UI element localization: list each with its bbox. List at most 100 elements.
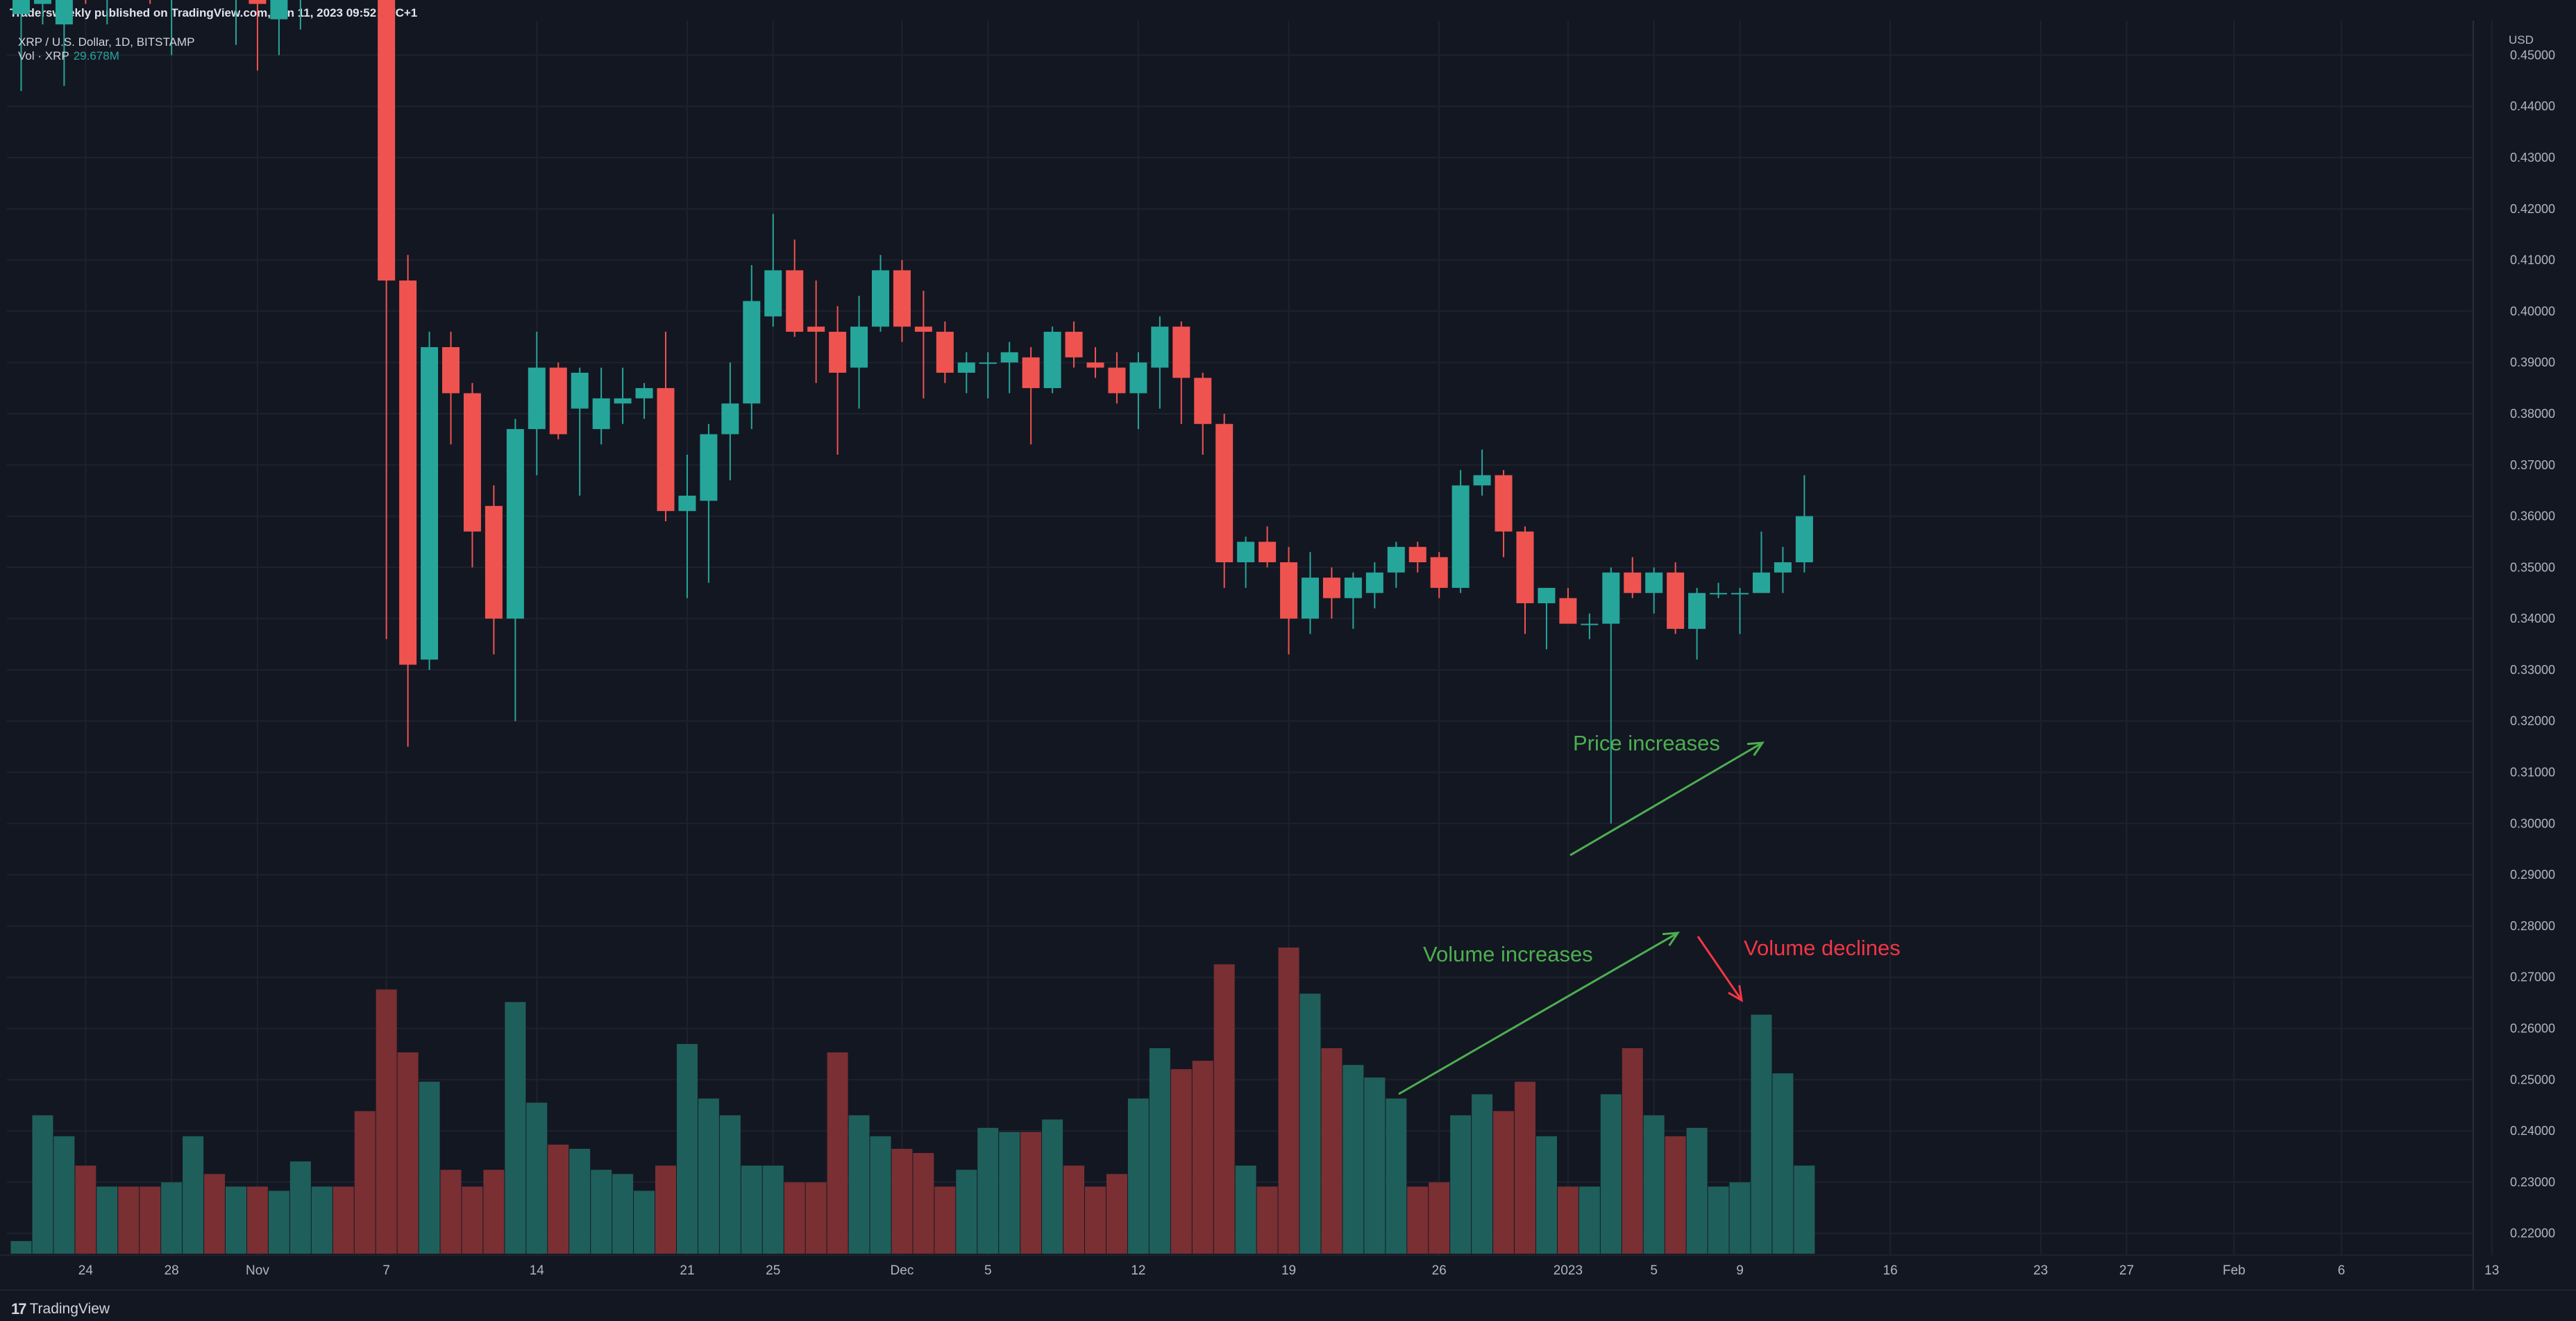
candle-body — [1258, 541, 1277, 562]
candle-body — [1667, 572, 1685, 629]
candlestick-chart[interactable]: 0.45000 0.44000 0.43000 0.42000 0.41000 0.400… — [0, 0, 2576, 1290]
volume-bar — [96, 1186, 118, 1254]
volume-bar — [32, 1115, 53, 1254]
price-tick-label: 0.45000 — [2510, 48, 2555, 62]
candle-body — [270, 0, 288, 19]
volume-bar — [827, 1052, 848, 1254]
price-tick-label: 0.41000 — [2510, 253, 2555, 267]
volume-bar — [53, 1136, 75, 1254]
price-tick-label: 0.44000 — [2510, 99, 2555, 113]
volume-bar — [1472, 1094, 1493, 1254]
candle-body — [1473, 475, 1491, 486]
candle-body — [614, 398, 632, 404]
arrow-volume-declines-head — [1728, 985, 1743, 1002]
candle-body — [1237, 541, 1255, 562]
time-tick-label: 6 — [2338, 1263, 2346, 1278]
volume-bar — [354, 1111, 376, 1254]
candle-body — [1559, 598, 1577, 624]
candle-body — [1516, 531, 1534, 604]
volume-bar — [999, 1131, 1020, 1254]
arrow-volume-increases-head — [1662, 932, 1680, 947]
price-tick-label: 0.32000 — [2510, 714, 2555, 728]
volume-bar — [1450, 1115, 1472, 1254]
candle-body — [829, 331, 847, 373]
time-tick-label: 5 — [1650, 1263, 1658, 1278]
time-tick-label: 2023 — [1554, 1263, 1583, 1278]
volume-bar — [118, 1186, 140, 1254]
volume-bar — [1751, 1014, 1772, 1254]
volume-bar — [376, 989, 397, 1254]
footer: 17 TradingView — [0, 1290, 2576, 1321]
volume-bar — [762, 1166, 784, 1254]
volume-bar — [676, 1043, 698, 1254]
arrow-price-increases — [1569, 741, 1763, 857]
candle-body — [979, 362, 997, 364]
price-tick-label: 0.30000 — [2510, 816, 2555, 830]
volume-bar — [569, 1148, 591, 1254]
price-tick-label: 0.24000 — [2510, 1124, 2555, 1138]
price-tick-label: 0.39000 — [2510, 355, 2555, 369]
candle-body — [1451, 485, 1470, 588]
volume-bar — [1106, 1174, 1127, 1254]
currency-label: USD — [2509, 33, 2534, 47]
candle-body — [893, 270, 911, 327]
candle-body — [1602, 572, 1620, 624]
candle-body — [1344, 578, 1362, 598]
volume-bar — [440, 1170, 462, 1254]
volume-bar — [75, 1166, 96, 1254]
time-tick-label: 7 — [382, 1263, 390, 1278]
volume-bar — [913, 1153, 934, 1254]
candle-body — [442, 347, 460, 394]
candle-body — [592, 398, 610, 430]
volume-bar — [1299, 993, 1321, 1254]
volume-bar — [1386, 1098, 1407, 1254]
candle-body — [571, 372, 589, 409]
volume-bar — [1665, 1136, 1686, 1254]
volume-bar — [1708, 1186, 1729, 1254]
price-tick-label: 0.35000 — [2510, 560, 2555, 574]
volume-bar — [1557, 1186, 1579, 1254]
candle-body — [914, 326, 932, 332]
candle-body — [1795, 516, 1813, 562]
candle-body — [1322, 578, 1340, 598]
time-tick-label: 24 — [78, 1263, 94, 1278]
price-tick-label: 0.38000 — [2510, 407, 2555, 421]
volume-bar — [1686, 1127, 1708, 1254]
time-tick-label: 5 — [984, 1263, 992, 1278]
price-tick-label: 0.43000 — [2510, 151, 2555, 165]
candle-body — [872, 270, 889, 327]
volume-bar — [1085, 1186, 1106, 1254]
volume-bar — [226, 1186, 246, 1254]
volume-label: Vol · XRP — [18, 49, 69, 62]
volume-bar — [1042, 1119, 1063, 1254]
time-tick-label: 26 — [1432, 1263, 1447, 1278]
volume-bar — [268, 1190, 289, 1254]
time-tick-label: 23 — [2033, 1263, 2048, 1278]
tradingview-logo[interactable]: 17 TradingView — [11, 1300, 110, 1318]
time-tick-label: 14 — [530, 1263, 545, 1278]
candle-body — [1086, 362, 1104, 368]
time-tick-label: 21 — [680, 1263, 694, 1278]
chart-legend: XRP / U.S. Dollar, 1D, BITSTAMP Vol · XR… — [18, 32, 199, 67]
arrow-volume-declines — [1697, 936, 1743, 1001]
volume-bar — [1515, 1082, 1535, 1254]
candle-body — [528, 367, 546, 430]
candle-body — [1408, 546, 1426, 562]
candle-body — [1624, 572, 1642, 594]
time-tick-label: 19 — [1281, 1263, 1296, 1278]
candle-body — [743, 301, 761, 404]
volume-bar — [1772, 1073, 1794, 1254]
candle-body — [1215, 423, 1234, 562]
volume-bar — [10, 1240, 32, 1254]
price-tick-label: 0.34000 — [2510, 612, 2555, 625]
volume-bar — [526, 1102, 548, 1254]
candle-body — [1365, 572, 1383, 594]
volume-bar — [548, 1144, 569, 1254]
candle-body — [1302, 578, 1319, 619]
volume-bar — [1535, 1136, 1557, 1254]
candle-body — [1645, 572, 1663, 594]
time-axis: 24 28 Nov 7 14 21 25 Dec 5 12 19 26 2023 5 9 16 23 27 Feb 6… — [78, 1263, 2500, 1278]
volume-bar — [332, 1186, 354, 1254]
annotation-volume-increases: Volume increases — [1423, 942, 1593, 966]
candle-body — [399, 280, 417, 665]
